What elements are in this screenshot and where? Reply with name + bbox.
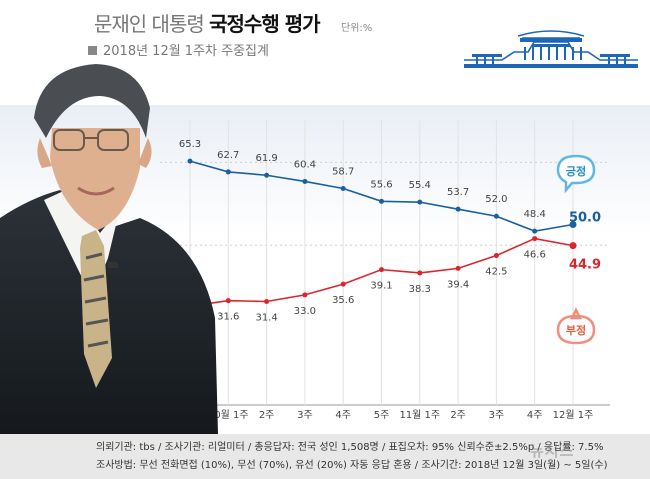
negative-point	[417, 270, 423, 276]
positive-value-label: 60.4	[294, 159, 316, 170]
negative-point	[340, 281, 346, 287]
positive-point	[379, 198, 384, 204]
positive-value-label: 65.3	[179, 139, 201, 150]
negative-point	[302, 292, 308, 298]
negative-point	[532, 236, 538, 242]
footer-methodology-line: 의뢰기관: tbs / 조사기관: 리얼미터 / 총응답자: 전국 성인 1,5…	[96, 442, 604, 453]
negative-point	[493, 253, 499, 259]
positive-value-label: 62.7	[217, 150, 239, 161]
x-tick-label: 5주	[374, 410, 390, 421]
positive-value-label: 55.6	[370, 179, 392, 190]
negative-legend-bubble	[556, 307, 596, 345]
positive-value-label: 58.7	[332, 166, 354, 177]
positive-value-label: 53.7	[447, 187, 469, 198]
positive-legend-bubble	[556, 154, 596, 194]
x-tick-label: 2주	[450, 410, 466, 421]
positive-legend-label: 긍정	[566, 164, 586, 178]
positive-point	[417, 199, 423, 205]
negative-point	[455, 265, 461, 271]
positive-value-label: 52.0	[485, 194, 507, 205]
subtitle: 2018년 12월 1주차 주중집계	[88, 40, 269, 59]
title-light: 문재인 대통령	[94, 12, 205, 36]
footer-survey-method-line: 조사방법: 무선 전화면접 (10%), 무선 (70%), 유선 (20%) …	[96, 460, 608, 471]
x-tick-label: 3주	[297, 410, 313, 421]
subtitle-text: 2018년 12월 1주차 주중집계	[103, 44, 269, 59]
negative-legend-label: 부정	[566, 323, 586, 337]
president-portrait	[0, 64, 218, 434]
positive-value-label: 55.4	[409, 180, 431, 191]
negative-value-label: 42.5	[485, 267, 507, 278]
positive-point	[302, 178, 308, 184]
negative-value-label: 38.3	[409, 284, 431, 295]
positive-point	[187, 158, 193, 164]
x-tick-label: 10월 1주	[208, 409, 249, 421]
positive-point	[532, 228, 538, 234]
negative-value-label: 33.0	[294, 306, 316, 317]
positive-point	[340, 185, 346, 191]
negative-value-label: 44.9	[569, 258, 601, 273]
positive-value-label: 48.4	[524, 209, 546, 220]
title-bold: 국정수행 평가	[209, 12, 320, 36]
positive-value-label: 50.0	[569, 211, 601, 226]
unit-label: 단위:%	[341, 23, 373, 34]
positive-point	[569, 221, 577, 228]
positive-value-label: 61.9	[255, 153, 277, 164]
x-tick-label: 2주	[259, 410, 275, 421]
negative-point	[225, 298, 231, 304]
positive-point	[493, 213, 499, 219]
watermark: 뉴시스	[530, 442, 575, 460]
x-tick-label: 11월 1주	[399, 409, 440, 421]
negative-value-label: 39.4	[447, 279, 469, 290]
negative-point	[264, 299, 270, 305]
positive-point	[264, 172, 270, 178]
negative-value-label: 39.1	[370, 281, 392, 292]
footer: 의뢰기관: tbs / 조사기관: 리얼미터 / 총응답자: 전국 성인 1,5…	[0, 434, 650, 479]
x-tick-label: 4주	[335, 410, 351, 421]
x-tick-label: 3주	[489, 410, 505, 421]
page-title: 문재인 대통령 국정수행 평가	[94, 8, 321, 37]
negative-point	[379, 267, 384, 273]
x-tick-label: 4주	[527, 410, 543, 421]
negative-value-label: 31.6	[217, 312, 239, 323]
negative-value-label: 46.6	[524, 250, 546, 261]
negative-value-label: 31.4	[255, 313, 277, 324]
negative-value-label: 35.6	[332, 295, 354, 306]
positive-point	[455, 206, 461, 212]
blue-house-icon	[464, 30, 638, 68]
subtitle-square-icon	[88, 46, 97, 55]
negative-point	[569, 242, 577, 250]
positive-point	[225, 169, 231, 175]
x-tick-label: 12월 1주	[553, 409, 594, 421]
